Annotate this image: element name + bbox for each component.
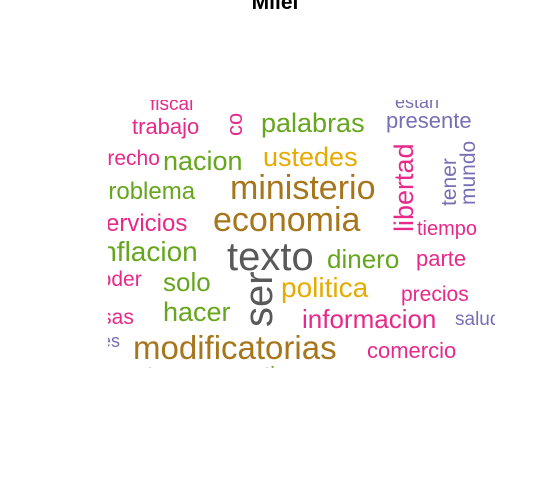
cloud-word-dinero: dinero (327, 244, 399, 274)
cloud-word-comercio: comercio (367, 338, 456, 363)
cloud-word-fiscal: fiscal (150, 94, 193, 115)
cloud-word-texto: texto (227, 235, 314, 279)
cloud-word-solo: solo (163, 267, 211, 297)
cloud-word-tener: tener (438, 158, 461, 206)
cloud-word-estan: estan (395, 92, 439, 112)
cloud-word-politica: politica (281, 272, 369, 303)
cloud-word-tiempo: tiempo (417, 218, 477, 240)
cloud-word-es: es (101, 331, 120, 351)
cloud-word-m: m (337, 362, 355, 387)
cloud-word-parte: parte (416, 246, 466, 271)
cloud-word-cosas: cosas (79, 306, 134, 329)
cloud-word-libertad: libertad (389, 143, 419, 232)
cloud-word-derecho: derecho (84, 147, 160, 170)
cloud-word-ti: ti (264, 362, 275, 387)
cloud-word-ministerio: ministerio (230, 169, 375, 207)
cloud-word-palabras: palabras (261, 108, 365, 138)
cloud-word-te: te (147, 362, 165, 387)
cloud-word-co: co (222, 113, 247, 136)
cloud-word-modificatorias: modificatorias (133, 329, 337, 366)
cloud-word-servicios: servicios (94, 210, 187, 237)
cloud-word-trabajo: trabajo (132, 114, 199, 139)
cloud-word-nacion: nacion (163, 146, 243, 176)
cloud-word-mundo: mundo (457, 141, 480, 205)
cloud-word-ser: ser (237, 271, 281, 327)
cloud-word-inflacion: inflacion (95, 236, 198, 267)
cloud-word-informacion: informacion (302, 304, 436, 334)
cloud-word-hacer: hacer (163, 297, 231, 327)
cloud-word-ustedes: ustedes (263, 142, 358, 172)
cloud-word-problema: problema (95, 178, 196, 205)
cloud-word-presente: presente (386, 108, 472, 133)
cloud-word-salud: salud (455, 309, 500, 330)
cloud-word-poder: poder (88, 268, 142, 291)
cloud-word-economia: economia (213, 201, 361, 239)
plot-title: Milei (251, 0, 299, 14)
cloud-word-precios: precios (401, 283, 469, 306)
